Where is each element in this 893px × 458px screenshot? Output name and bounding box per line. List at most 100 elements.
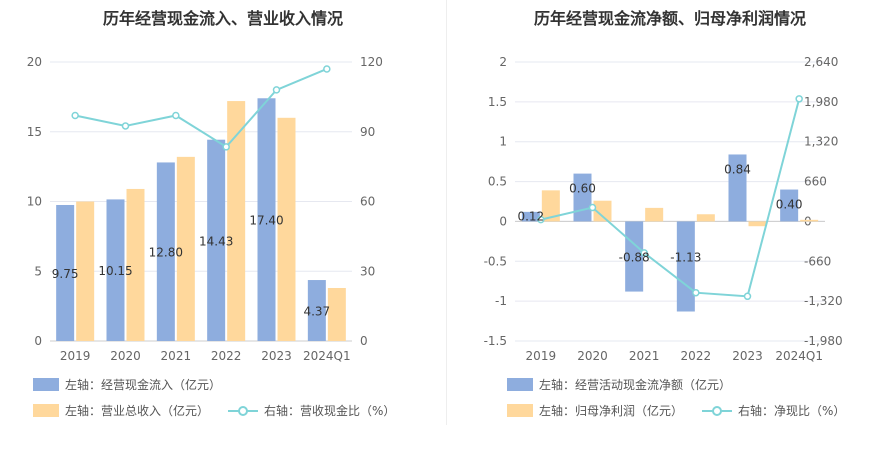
- legend-label: 右轴：营收现金比（%）: [264, 404, 396, 418]
- line-point: [692, 288, 700, 297]
- line-point: [640, 249, 648, 257]
- y-left-tick-label: 0: [499, 214, 507, 228]
- line-point: [537, 215, 545, 224]
- y-right-tick-label: -1,980: [804, 334, 843, 348]
- x-tick-label: 2023: [732, 349, 763, 363]
- bar: [593, 200, 612, 222]
- data-label: 4.37: [303, 305, 330, 319]
- chart-plot: -1.5-1-0.500.511.52-1,980-1,320-66006601…: [484, 55, 843, 363]
- data-label: 0.60: [569, 182, 596, 196]
- x-tick-label: 2021: [161, 349, 192, 363]
- right-chart-panel: 历年经营现金流净额、归母净利润情况 -1.5 -1 -0.5 0 0.5 1 1.5 2 -1,…: [447, 0, 893, 458]
- x-tick-label: 2022: [681, 349, 712, 363]
- bar: [307, 280, 326, 341]
- x-tick-label: 2019: [526, 349, 557, 363]
- data-label: 9.75: [52, 267, 79, 281]
- legend-label: 左轴：营业总收入（亿元）: [65, 404, 210, 418]
- y-left-tick-label: 1.5: [488, 95, 507, 109]
- bar: [541, 190, 560, 222]
- data-label: 0.12: [517, 209, 544, 223]
- y-right-tick-label: -660: [804, 254, 831, 268]
- line-series: [74, 68, 328, 149]
- data-label: 0.40: [776, 198, 803, 212]
- x-tick-label: 2020: [577, 349, 608, 363]
- left-chart-panel: 历年经营现金流入、营业收入情况 0 5 10 15 20 0 30 60 90 120 2019 20…: [0, 0, 446, 458]
- y-right-tick-label: 1,320: [804, 135, 838, 149]
- bar: [277, 117, 296, 341]
- line-point: [71, 111, 79, 120]
- legend-item[interactable]: 右轴：营收现金比（%）: [228, 402, 395, 419]
- x-tick-label: 2022: [211, 349, 242, 363]
- line-point: [272, 86, 281, 94]
- line-point: [795, 95, 803, 103]
- legend-line-icon: [228, 405, 258, 416]
- line-point: [743, 292, 752, 301]
- line-series: [540, 98, 801, 298]
- data-label: 10.15: [98, 264, 132, 278]
- chart-plot: 0 5 10 15 20 0 30 60 90 120 2019 2020 2021 2022 2023 20…: [27, 55, 383, 363]
- bar: [126, 188, 145, 341]
- y-left-tick-label: -1.5: [484, 334, 507, 348]
- legend-swatch: [33, 404, 59, 417]
- legend-label: 右轴：净现比（%）: [738, 404, 846, 418]
- bar: [207, 139, 226, 341]
- legend-item[interactable]: 左轴：营业总收入（亿元）: [33, 402, 209, 419]
- legend-item[interactable]: 左轴：归母净利润（亿元）: [507, 402, 683, 419]
- legend-label: 左轴：归母净利润（亿元）: [539, 404, 684, 418]
- legend-swatch: [507, 404, 533, 417]
- data-label: 17.40: [249, 214, 283, 228]
- bar: [106, 199, 125, 341]
- bar: [521, 211, 540, 222]
- line-point: [323, 65, 331, 73]
- data-label: -1.13: [670, 250, 701, 264]
- data-label: 0.84: [724, 162, 751, 176]
- bar: [645, 207, 664, 222]
- y-right-tick-label: 30: [360, 264, 375, 278]
- y-left-tick-label: 10: [27, 195, 42, 209]
- x-tick-label: 2021: [629, 349, 660, 363]
- legend-item[interactable]: 左轴：经营活动现金流净额（亿元）: [507, 376, 731, 393]
- y-right-tick-label: -1,320: [804, 294, 843, 308]
- y-left-tick-label: 1: [499, 135, 507, 149]
- legend-label: 左轴：经营现金流入（亿元）: [65, 378, 222, 392]
- bar: [728, 154, 747, 222]
- x-tick-label: 2024Q1: [775, 349, 823, 363]
- chart-title: 历年经营现金流入、营业收入情况: [102, 9, 343, 28]
- bar: [76, 201, 95, 341]
- y-left-tick-label: 0: [34, 334, 42, 348]
- y-right-tick-label: 660: [804, 175, 827, 189]
- bar: [780, 189, 799, 222]
- bar: [748, 221, 767, 227]
- line-point: [172, 111, 180, 120]
- bar: [56, 204, 75, 341]
- x-tick-label: 2020: [110, 349, 141, 363]
- bar: [156, 162, 175, 341]
- legend-line-icon: [702, 405, 732, 416]
- bar: [257, 98, 276, 342]
- y-right-tick-label: 90: [360, 125, 375, 139]
- line-point: [222, 143, 230, 151]
- bar: [800, 219, 819, 222]
- data-label: 12.80: [149, 246, 183, 260]
- chart-title: 历年经营现金流净额、归母净利润情况: [533, 9, 806, 28]
- y-right-tick-label: 1,980: [804, 95, 838, 109]
- panel-divider: [446, 0, 447, 425]
- y-right-tick-label: 60: [360, 195, 375, 209]
- bar: [227, 101, 246, 341]
- data-label: 14.43: [199, 234, 233, 248]
- legend-item[interactable]: 左轴：经营现金流入（亿元）: [33, 376, 221, 393]
- y-left-tick-label: 20: [27, 55, 42, 69]
- y-right-tick-label: 0: [360, 334, 368, 348]
- legend-label: 左轴：经营活动现金流净额（亿元）: [539, 378, 732, 392]
- legend-item[interactable]: 右轴：净现比（%）: [702, 402, 845, 419]
- legend-swatch: [33, 378, 59, 391]
- y-right-tick-label: 120: [360, 55, 383, 69]
- bar: [176, 156, 195, 341]
- bar: [696, 214, 715, 222]
- legend-swatch: [507, 378, 533, 391]
- y-left-tick-label: 2: [499, 55, 507, 69]
- line-point: [588, 203, 597, 212]
- x-tick-label: 2023: [261, 349, 292, 363]
- y-left-tick-label: 0.5: [488, 175, 507, 189]
- data-label: -0.88: [619, 250, 650, 264]
